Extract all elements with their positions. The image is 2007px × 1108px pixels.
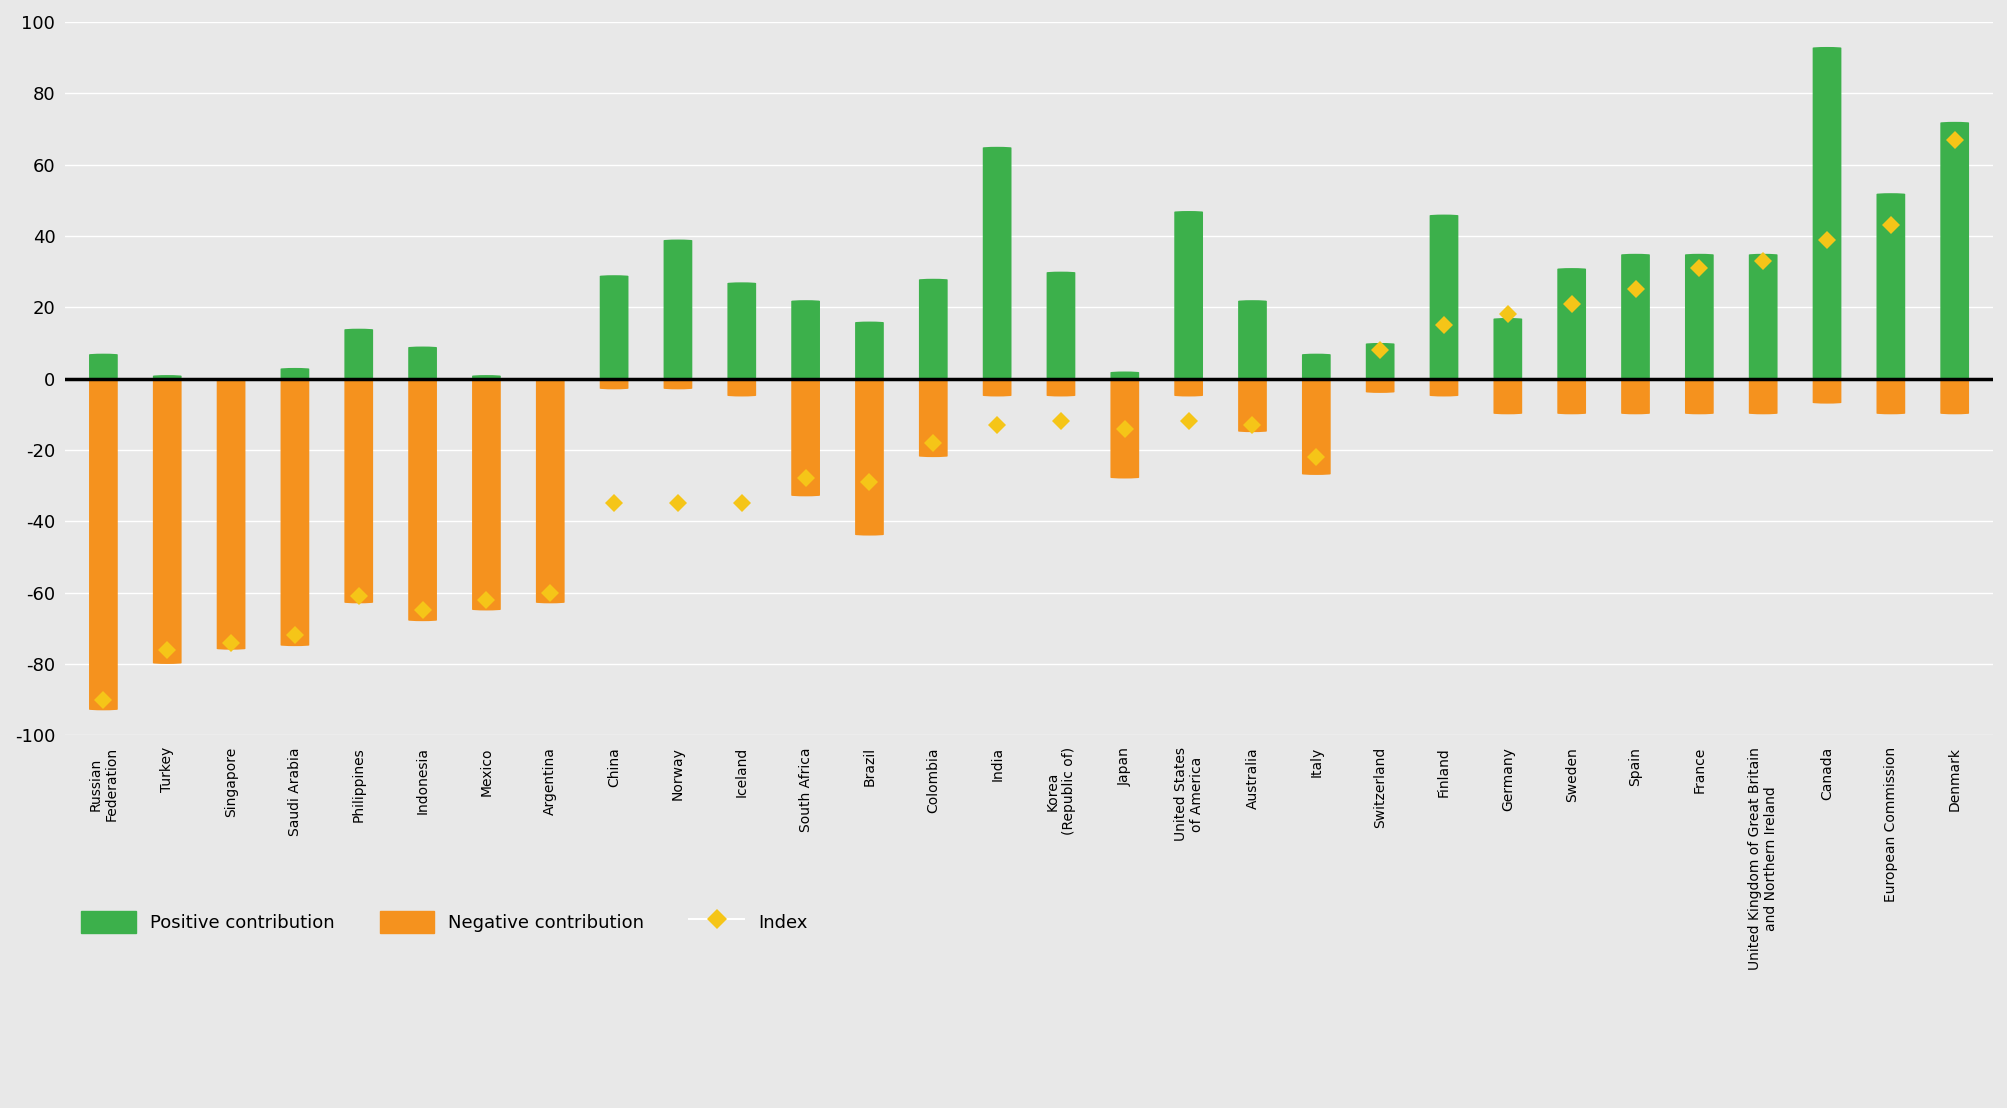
FancyBboxPatch shape xyxy=(1365,343,1393,379)
FancyBboxPatch shape xyxy=(1429,379,1457,397)
FancyBboxPatch shape xyxy=(727,283,757,379)
FancyBboxPatch shape xyxy=(1301,379,1331,475)
FancyBboxPatch shape xyxy=(855,379,883,535)
FancyBboxPatch shape xyxy=(662,379,692,389)
FancyBboxPatch shape xyxy=(1877,193,1905,379)
FancyBboxPatch shape xyxy=(407,379,438,622)
FancyBboxPatch shape xyxy=(472,379,500,611)
FancyBboxPatch shape xyxy=(600,379,628,389)
FancyBboxPatch shape xyxy=(1238,379,1266,432)
FancyBboxPatch shape xyxy=(1620,379,1650,414)
FancyBboxPatch shape xyxy=(1238,300,1266,379)
Legend: Positive contribution, Negative contribution, Index: Positive contribution, Negative contribu… xyxy=(74,904,815,941)
FancyBboxPatch shape xyxy=(600,275,628,379)
FancyBboxPatch shape xyxy=(855,321,883,379)
FancyBboxPatch shape xyxy=(1174,379,1202,397)
FancyBboxPatch shape xyxy=(1812,379,1840,403)
FancyBboxPatch shape xyxy=(1557,379,1586,414)
FancyBboxPatch shape xyxy=(345,379,373,604)
FancyBboxPatch shape xyxy=(281,379,309,646)
FancyBboxPatch shape xyxy=(1684,379,1712,414)
FancyBboxPatch shape xyxy=(1748,254,1776,379)
FancyBboxPatch shape xyxy=(88,353,118,379)
FancyBboxPatch shape xyxy=(1939,122,1969,379)
FancyBboxPatch shape xyxy=(1748,379,1776,414)
FancyBboxPatch shape xyxy=(981,379,1012,397)
FancyBboxPatch shape xyxy=(281,368,309,379)
FancyBboxPatch shape xyxy=(407,347,438,379)
FancyBboxPatch shape xyxy=(1174,211,1202,379)
FancyBboxPatch shape xyxy=(345,329,373,379)
FancyBboxPatch shape xyxy=(1046,379,1076,397)
FancyBboxPatch shape xyxy=(791,379,819,496)
FancyBboxPatch shape xyxy=(153,379,181,664)
FancyBboxPatch shape xyxy=(217,379,245,649)
FancyBboxPatch shape xyxy=(1110,379,1138,479)
FancyBboxPatch shape xyxy=(1620,254,1650,379)
FancyBboxPatch shape xyxy=(1493,379,1521,414)
FancyBboxPatch shape xyxy=(1046,271,1076,379)
FancyBboxPatch shape xyxy=(662,239,692,379)
FancyBboxPatch shape xyxy=(1110,371,1138,379)
FancyBboxPatch shape xyxy=(1493,318,1521,379)
FancyBboxPatch shape xyxy=(1365,379,1393,393)
FancyBboxPatch shape xyxy=(153,376,181,379)
FancyBboxPatch shape xyxy=(88,379,118,710)
FancyBboxPatch shape xyxy=(1557,268,1586,379)
FancyBboxPatch shape xyxy=(1301,353,1331,379)
FancyBboxPatch shape xyxy=(1684,254,1712,379)
FancyBboxPatch shape xyxy=(1429,215,1457,379)
FancyBboxPatch shape xyxy=(536,379,564,604)
FancyBboxPatch shape xyxy=(727,379,757,397)
FancyBboxPatch shape xyxy=(791,300,819,379)
FancyBboxPatch shape xyxy=(472,376,500,379)
FancyBboxPatch shape xyxy=(919,279,947,379)
FancyBboxPatch shape xyxy=(1812,47,1840,379)
FancyBboxPatch shape xyxy=(919,379,947,458)
FancyBboxPatch shape xyxy=(981,147,1012,379)
FancyBboxPatch shape xyxy=(1939,379,1969,414)
FancyBboxPatch shape xyxy=(1877,379,1905,414)
